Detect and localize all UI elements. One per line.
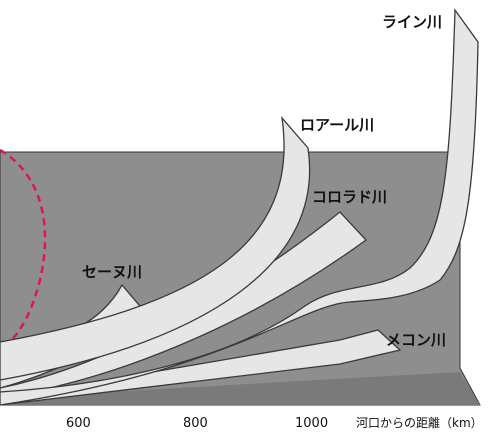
label-seine: セーヌ川 [82, 263, 142, 281]
tick-800: 800 [183, 416, 208, 431]
label-loire: ロアール川 [300, 116, 374, 134]
label-mekong: メコン川 [386, 331, 446, 349]
floor-shadow [0, 372, 480, 405]
dashed-arc [0, 148, 47, 352]
band-loire [0, 115, 311, 381]
label-rhine: ライン川 [382, 13, 442, 31]
band-rhine [0, 8, 479, 406]
axis-title: 河口からの距離（km） [356, 416, 483, 430]
tick-1000: 1000 [295, 416, 328, 431]
tick-600: 600 [66, 416, 91, 431]
label-colorado: コロラド川 [312, 188, 387, 206]
